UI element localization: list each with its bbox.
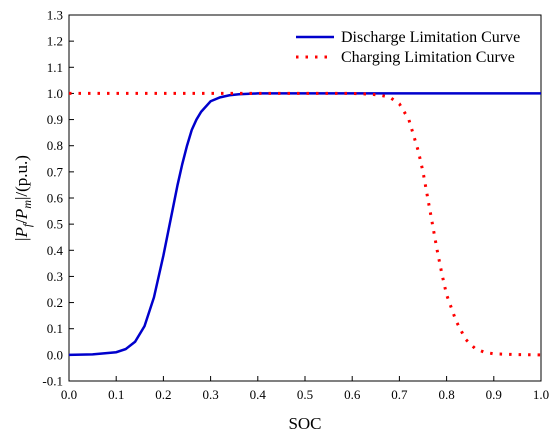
series-layer <box>68 91 542 357</box>
x-tick-label: 0.2 <box>155 387 171 402</box>
x-tick-label: 0.4 <box>250 387 267 402</box>
y-tick-label: -0.1 <box>42 374 63 389</box>
y-axis-label: |Pf/Pm|/(p.u.) <box>12 155 34 241</box>
y-tick-label: 0.1 <box>47 321 63 336</box>
legend-label-discharge: Discharge Limitation Curve <box>341 29 520 46</box>
y-tick-label: 0.0 <box>47 347 63 362</box>
y-tick-label: 1.1 <box>47 60 63 75</box>
x-axis-ticks: 0.0 0.1 0.2 0.3 0.4 0.5 0.6 0.7 0.8 0.9 1.0 <box>61 376 549 402</box>
x-tick-label: 0.6 <box>344 387 361 402</box>
y-tick-label: 0.7 <box>47 164 64 179</box>
plot-frame <box>68 14 542 382</box>
x-tick-label: 0.8 <box>438 387 454 402</box>
x-axis-label: SOC <box>288 414 321 433</box>
x-tick-label: 0.1 <box>108 387 124 402</box>
y-tick-label: 0.2 <box>47 295 63 310</box>
discharge-limitation-line <box>68 92 541 357</box>
x-tick-label: 1.0 <box>533 387 549 402</box>
charging-limitation-line <box>69 91 542 357</box>
y-tick-label: 1.2 <box>47 34 63 49</box>
y-tick-label: 0.6 <box>47 191 64 206</box>
y-tick-label: 0.9 <box>47 112 63 127</box>
x-tick-label: 0.7 <box>391 387 408 402</box>
y-tick-label: 0.8 <box>47 138 63 153</box>
y-tick-label: 1.0 <box>47 86 63 101</box>
y-tick-label: 0.5 <box>47 217 63 232</box>
y-tick-label: 0.4 <box>47 243 64 258</box>
legend-label-charging: Charging Limitation Curve <box>341 49 515 66</box>
x-tick-label: 0.0 <box>61 387 77 402</box>
plot-area <box>68 14 542 382</box>
legend: Discharge Limitation Curve Charging Limit… <box>296 29 520 66</box>
y-tick-label: 1.3 <box>47 8 63 23</box>
y-tick-label: 0.3 <box>47 269 63 284</box>
x-tick-label: 0.3 <box>202 387 218 402</box>
y-axis-ticks: -0.1 0.0 0.1 0.2 0.3 0.4 0.5 0.6 0.7 0.8 0.9 1.0 1.1… <box>42 8 74 389</box>
x-tick-label: 0.5 <box>297 387 313 402</box>
x-tick-label: 0.9 <box>486 387 502 402</box>
